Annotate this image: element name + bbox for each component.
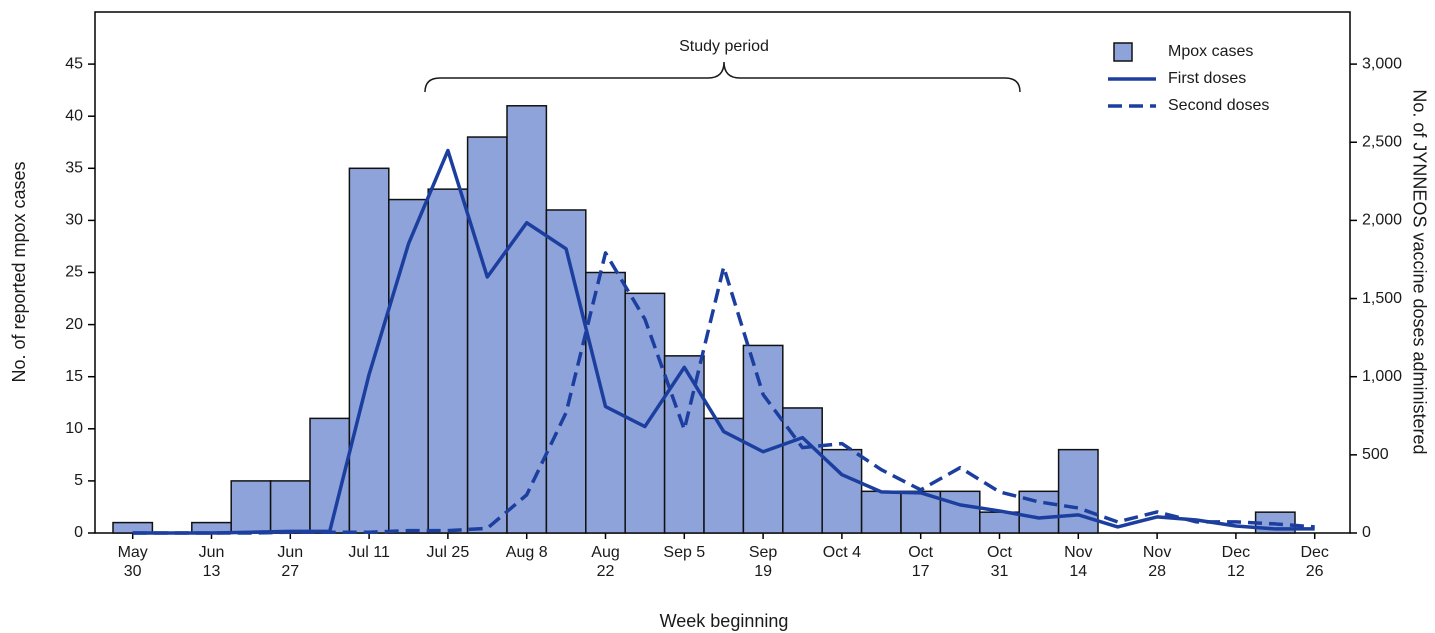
y2-tick-label: 0	[1362, 524, 1371, 541]
y2-tick-label: 1,500	[1362, 290, 1402, 307]
bar	[860, 490, 902, 534]
x-tick-label: Sep 5	[663, 544, 706, 561]
bar	[703, 417, 745, 534]
x-tick-label: May 30	[117, 544, 148, 580]
bar	[348, 167, 390, 534]
x-tick-label: Aug 22	[591, 544, 620, 580]
bar	[742, 344, 784, 534]
bar	[545, 209, 587, 534]
y2-axis-title: No. of JYNNEOS vaccine doses administere…	[1409, 89, 1429, 454]
bar	[269, 480, 311, 534]
y-axis-title: No. of reported mpox cases	[9, 161, 29, 382]
x-tick-label: Sep 19	[748, 544, 778, 580]
y-tick-label: 10	[65, 420, 83, 437]
x-tick-label: Nov 14	[1064, 544, 1093, 580]
bar	[624, 292, 666, 534]
bar	[979, 511, 1020, 534]
x-tick-label: Nov 28	[1142, 544, 1172, 580]
legend-swatch	[1113, 42, 1133, 62]
y-tick-label: 45	[65, 55, 83, 72]
x-tick-label: Jun 13	[198, 544, 225, 580]
y2-tick-label: 1,000	[1362, 368, 1402, 385]
y2-tick-label: 2,000	[1362, 212, 1402, 229]
bar	[821, 448, 863, 534]
x-tick-label: Aug 8	[505, 544, 548, 561]
y2-tick-label: 500	[1362, 446, 1389, 463]
x-tick-label: Dec 26	[1300, 544, 1329, 580]
legend-label: Mpox cases	[1168, 43, 1253, 60]
x-axis-title: Week beginning	[660, 611, 789, 631]
y-tick-label: 15	[65, 368, 83, 385]
annotation: Study period	[679, 38, 769, 55]
x-tick-label: Jul 25	[426, 544, 470, 561]
x-tick-label: Oct 31	[987, 544, 1012, 580]
bar	[388, 198, 429, 534]
bar	[230, 480, 272, 534]
x-tick-label: Oct 4	[822, 544, 861, 561]
y-tick-label: 0	[74, 524, 83, 541]
x-tick-label: Oct 17	[908, 544, 934, 580]
y2-tick-label: 3,000	[1362, 55, 1402, 72]
line-2	[132, 251, 1315, 535]
study-brace	[424, 61, 1021, 93]
bar	[427, 188, 469, 534]
bar	[663, 355, 705, 534]
y-tick-label: 20	[65, 316, 83, 333]
bar	[466, 136, 508, 534]
legend-label: Second doses	[1168, 97, 1269, 114]
y-tick-label: 40	[65, 107, 83, 124]
y-tick-label: 35	[65, 160, 83, 177]
x-tick-label: Jul 11	[348, 544, 390, 561]
y-tick-label: 5	[74, 472, 83, 489]
y2-tick-label: 2,500	[1362, 133, 1402, 150]
bar	[939, 490, 981, 534]
x-tick-label: Jun 27	[277, 544, 304, 580]
y-tick-label: 30	[65, 212, 83, 229]
y-tick-label: 25	[65, 264, 83, 281]
bar	[506, 105, 548, 534]
x-tick-label: Dec 12	[1221, 544, 1251, 580]
legend-label: First doses	[1168, 70, 1246, 87]
